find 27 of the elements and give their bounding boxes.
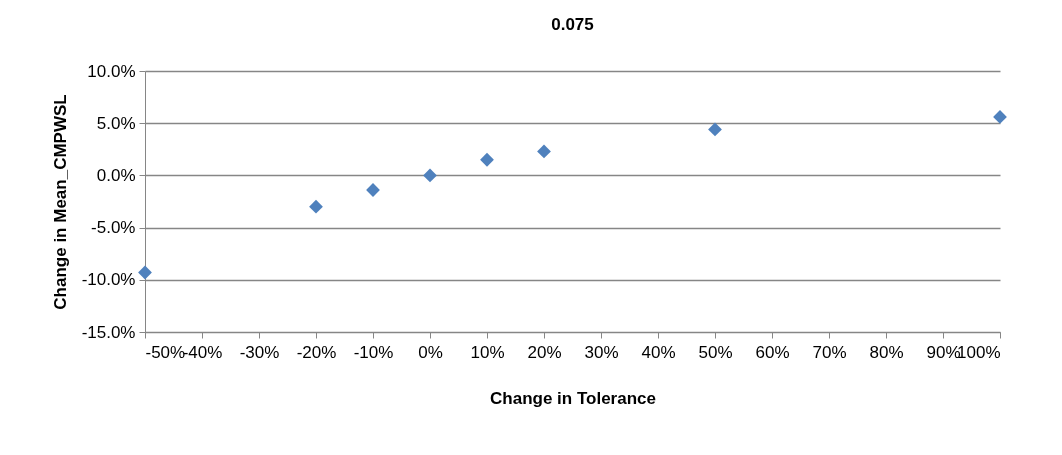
point [480, 152, 494, 167]
x-tick-label: 0% [418, 342, 443, 362]
point [537, 144, 551, 159]
x-tick-label: 10% [470, 342, 505, 362]
y-axis-title: Change in Mean_CMPWSL [50, 94, 70, 310]
y-tick-label: -15.0% [81, 322, 136, 342]
x-tick-label: -10% [353, 342, 394, 362]
x-tick-label: 40% [641, 342, 676, 362]
point [423, 168, 437, 183]
x-tick-label: 70% [812, 342, 847, 362]
x-tick-label: 20% [527, 342, 562, 362]
x-tick-label: 50% [698, 342, 733, 362]
y-tick-label: 0.0% [96, 165, 136, 185]
x-tick-label: 30% [584, 342, 619, 362]
x-axis-title: Change in Tolerance [490, 388, 656, 408]
point [138, 265, 152, 280]
x-tick-label: -20% [296, 342, 337, 362]
y-tick-label: -10.0% [81, 270, 136, 290]
y-tick-label: 10.0% [87, 61, 136, 81]
x-tick-label: 60% [755, 342, 790, 362]
point [309, 199, 323, 214]
x-tick-label: -30% [239, 342, 280, 362]
y-tick-label: -5.0% [91, 218, 136, 238]
chart-title: 0.075 [551, 15, 594, 34]
y-tick-label: 5.0% [96, 113, 136, 133]
point [708, 122, 722, 137]
x-tick-label: 80% [869, 342, 904, 362]
